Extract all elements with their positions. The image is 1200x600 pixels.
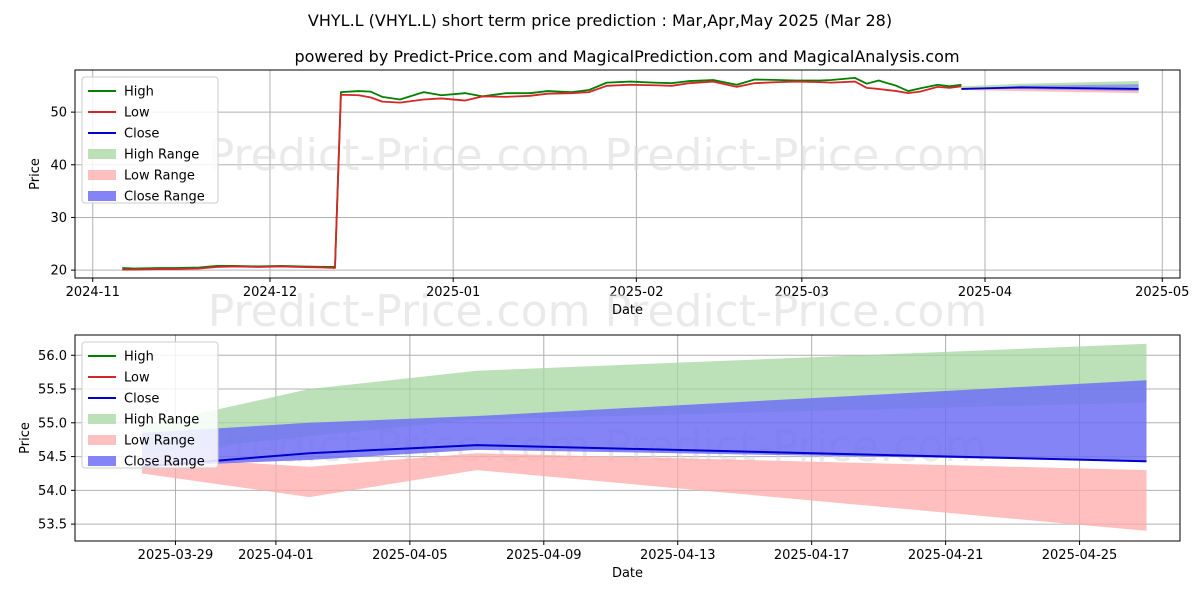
x-axis-label: Date xyxy=(612,566,643,581)
plot-frame xyxy=(74,334,1181,542)
low-series-line xyxy=(122,80,962,271)
x-tick-label: 2025-03 xyxy=(775,285,829,300)
legend-label-low: Low xyxy=(124,371,150,386)
watermark-text: Predict-Price.com Predict-Price.com xyxy=(208,286,987,337)
x-tick-label: 2025-04-17 xyxy=(774,548,850,563)
y-axis-label: Price xyxy=(18,422,33,454)
x-tick-label: 2025-05 xyxy=(1135,285,1189,300)
legend: High Low Close High Range Low Range Close Ran… xyxy=(81,76,219,205)
x-tick-label: 2024-11 xyxy=(66,285,120,300)
legend: High Low Close High Range Low Range Close Ran… xyxy=(81,341,219,470)
close-series-line xyxy=(141,444,1147,468)
y-tick-label: 20 xyxy=(50,264,67,279)
legend-swatch-low-range xyxy=(88,170,116,180)
y-tick-label: 54.5 xyxy=(38,450,67,465)
x-tick-label: 2025-03-29 xyxy=(138,548,214,563)
legend-swatch-low-range xyxy=(88,435,116,445)
y-tick-label: 55.5 xyxy=(38,383,67,398)
x-tick-label: 2025-04-09 xyxy=(506,548,582,563)
legend-label-low-range: Low Range xyxy=(124,434,195,449)
legend-label-high: High xyxy=(124,350,154,365)
y-axis-label: Price xyxy=(28,158,43,190)
y-tick-label: 53.5 xyxy=(38,518,67,533)
legend-label-low-range: Low Range xyxy=(124,169,195,184)
legend-label-close: Close xyxy=(124,127,159,142)
forecast-chart-panel: 2025-03-29 2025-04-01 2025-04-05 2025-04-09… xyxy=(18,334,1181,581)
x-tick-label: 2024-12 xyxy=(243,285,297,300)
chart-subtitle: powered by Predict-Price.com and Magical… xyxy=(294,47,959,66)
legend-label-low: Low xyxy=(124,106,150,121)
legend-label-high: High xyxy=(124,85,154,100)
legend-label-close-range: Close Range xyxy=(124,190,205,205)
x-tick-label: 2025-01 xyxy=(426,285,480,300)
legend-label-close: Close xyxy=(124,392,159,407)
watermark-text: Predict-Price.com Predict-Price.com xyxy=(208,130,987,181)
y-tick-label: 55.0 xyxy=(38,416,67,431)
legend-swatch-close-range xyxy=(88,191,116,201)
x-tick-label: 2025-04-01 xyxy=(238,548,314,563)
y-tick-label: 30 xyxy=(50,211,67,226)
y-tick-label: 50 xyxy=(50,106,67,121)
chart-title: VHYL.L (VHYL.L) short term price predict… xyxy=(308,11,892,30)
close-range-band xyxy=(141,380,1147,467)
legend-label-high-range: High Range xyxy=(124,148,199,163)
x-tick-label: 2025-04-13 xyxy=(640,548,716,563)
y-tick-label: 56.0 xyxy=(38,349,67,364)
y-tick-label: 54.0 xyxy=(38,484,67,499)
legend-swatch-high-range xyxy=(88,414,116,424)
plot-frame xyxy=(74,69,1181,279)
x-axis-label: Date xyxy=(612,303,643,318)
legend-swatch-high-range xyxy=(88,149,116,159)
legend-label-high-range: High Range xyxy=(124,413,199,428)
y-tick-label: 40 xyxy=(50,158,67,173)
x-tick-label: 2025-04 xyxy=(958,285,1012,300)
x-tick-label: 2025-04-05 xyxy=(372,548,448,563)
x-tick-label: 2025-02 xyxy=(609,285,663,300)
x-tick-label: 2025-04-21 xyxy=(908,548,984,563)
low-range-band xyxy=(141,453,1147,531)
close-series-line xyxy=(961,86,1139,90)
legend-swatch-close-range xyxy=(88,456,116,466)
x-tick-label: 2025-04-25 xyxy=(1042,548,1118,563)
legend-label-close-range: Close Range xyxy=(124,455,205,470)
history-chart-panel: 2024-11 2024-12 2025-01 2025-02 2025-03 2025-… xyxy=(28,69,1189,337)
